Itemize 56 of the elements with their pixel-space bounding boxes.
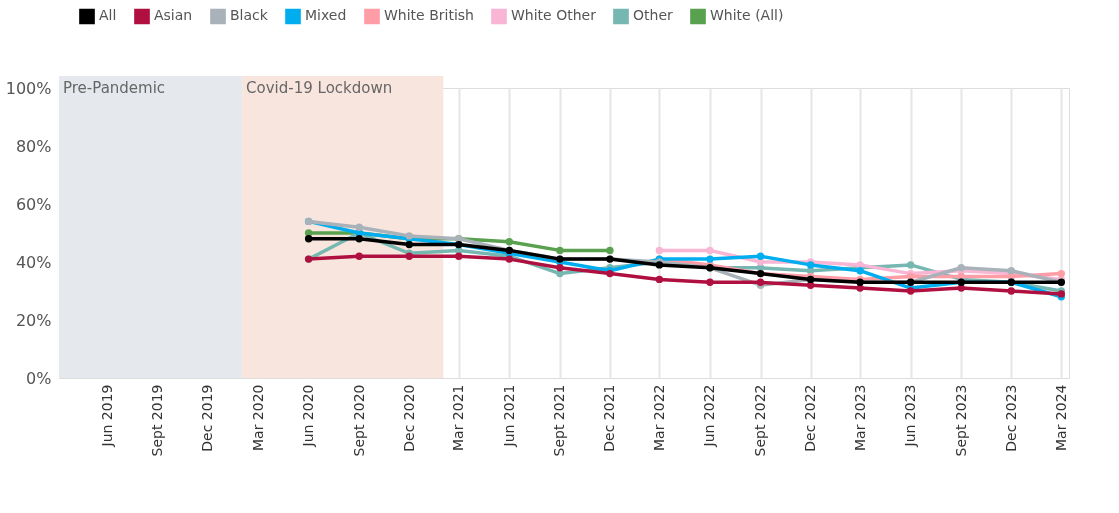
point bbox=[706, 255, 714, 263]
y-tick-label: 0% bbox=[26, 368, 52, 388]
point bbox=[556, 264, 564, 272]
x-tick-label: Sept 2020 bbox=[350, 384, 367, 457]
y-tick-label: 80% bbox=[15, 136, 52, 156]
point bbox=[706, 278, 714, 286]
x-tick-label: Mar 2022 bbox=[650, 384, 667, 451]
point bbox=[606, 246, 614, 255]
legend-label: White Other bbox=[511, 7, 597, 24]
point bbox=[906, 261, 915, 269]
x-tick-label: Sept 2022 bbox=[752, 384, 769, 457]
legend-label: Asian bbox=[154, 7, 193, 24]
y-tick-label: 100% bbox=[5, 78, 52, 98]
point bbox=[1057, 269, 1066, 278]
point bbox=[756, 252, 765, 260]
x-tick-label: Dec 2020 bbox=[400, 384, 417, 452]
legend-label: Other bbox=[633, 7, 673, 24]
x-tick-label: Sept 2019 bbox=[149, 384, 166, 457]
x-tick-label: Dec 2022 bbox=[802, 384, 819, 452]
legend-label: Black bbox=[230, 7, 269, 24]
x-tick-label: Dec 2019 bbox=[199, 384, 216, 452]
point bbox=[355, 235, 363, 243]
point bbox=[304, 235, 313, 243]
y-tick-label: 20% bbox=[15, 310, 52, 330]
legend-label: White (All) bbox=[710, 7, 784, 24]
x-tick-label: Jun 2019 bbox=[98, 384, 115, 448]
x-tick-label: Dec 2021 bbox=[601, 384, 618, 452]
point bbox=[556, 246, 564, 255]
point bbox=[1007, 287, 1015, 295]
band-label: Pre-Pandemic bbox=[63, 79, 166, 97]
legend-label: Mixed bbox=[305, 7, 347, 24]
x-tick-label: Jun 2021 bbox=[500, 384, 517, 448]
band-label: Covid-19 Lockdown bbox=[246, 79, 393, 97]
point bbox=[706, 246, 714, 255]
x-tick-label: Jun 2022 bbox=[701, 384, 718, 448]
point bbox=[556, 269, 564, 278]
point bbox=[405, 240, 413, 249]
point bbox=[355, 223, 363, 231]
y-tick-label: 40% bbox=[15, 252, 52, 272]
point bbox=[655, 275, 664, 284]
y-tick-label: 60% bbox=[15, 194, 52, 214]
x-tick-label: Mar 2023 bbox=[851, 384, 868, 451]
x-tick-label: Sept 2021 bbox=[551, 384, 568, 457]
point bbox=[455, 252, 463, 260]
x-tick-label: Mar 2024 bbox=[1052, 384, 1069, 451]
x-tick-label: Sept 2023 bbox=[952, 384, 969, 457]
x-tick-label: Jun 2023 bbox=[902, 384, 919, 448]
x-tick-label: Dec 2023 bbox=[1002, 384, 1019, 452]
legend-label: All bbox=[99, 7, 117, 24]
point bbox=[505, 238, 513, 246]
x-tick-label: Mar 2020 bbox=[249, 384, 266, 451]
x-tick-label: Mar 2021 bbox=[450, 384, 467, 451]
point bbox=[655, 246, 664, 255]
legend-label: White British bbox=[384, 7, 474, 24]
x-tick-label: Jun 2020 bbox=[300, 384, 317, 448]
point bbox=[355, 252, 363, 260]
